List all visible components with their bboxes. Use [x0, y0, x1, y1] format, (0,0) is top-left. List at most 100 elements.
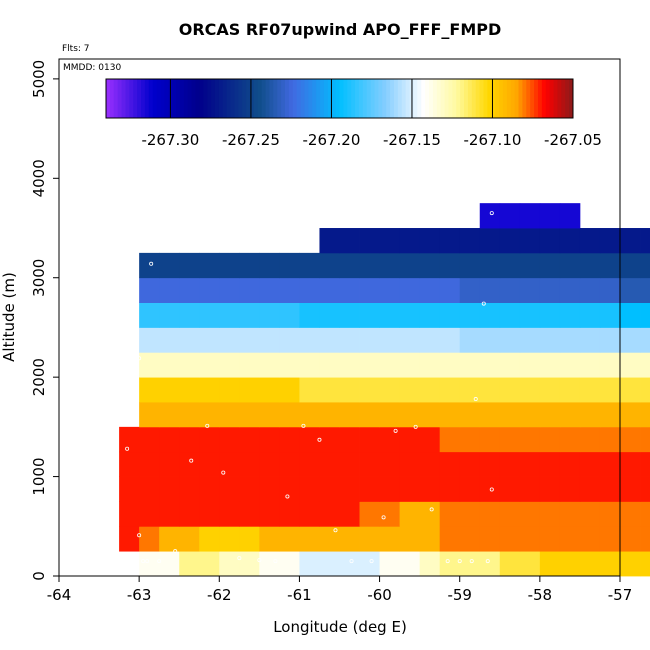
heatmap-cell [579, 352, 601, 378]
heatmap-cell [359, 476, 380, 502]
colorbar-segment [526, 79, 531, 118]
heatmap-cell [479, 551, 501, 577]
heatmap-cell [179, 402, 200, 428]
heatmap-cell [339, 302, 360, 328]
heatmap-cell [119, 501, 140, 527]
heatmap-cell [339, 352, 360, 378]
heatmap-cell [399, 551, 421, 577]
heatmap-cell [199, 277, 220, 303]
heatmap-cell [119, 426, 140, 453]
heatmap-cell [459, 451, 481, 477]
heatmap-cell [459, 426, 481, 453]
colorbar-segment [331, 79, 337, 118]
colorbar-segment [506, 79, 512, 118]
heatmap-cell [299, 302, 320, 328]
colorbar-segment [335, 79, 340, 118]
heatmap-cell [399, 476, 421, 502]
colorbar-segment [502, 79, 508, 118]
heatmap-cell [419, 526, 441, 552]
heatmap-cell [439, 501, 461, 527]
heatmap-cell [219, 551, 240, 577]
heatmap-cell [620, 252, 641, 279]
heatmap-cell [459, 476, 481, 502]
heatmap-cell [519, 327, 541, 353]
heatmap-cell [519, 302, 541, 328]
heatmap-cell [159, 551, 180, 577]
heatmap-cell [439, 451, 461, 477]
heatmap-cell [439, 252, 461, 279]
heatmap-cell [319, 526, 340, 552]
heatmap-cell [499, 302, 521, 328]
heatmap-cell [239, 426, 260, 453]
heatmap-cell [259, 476, 280, 502]
heatmap-cell [159, 426, 180, 453]
heatmap-cell [379, 352, 401, 378]
observation-point [429, 507, 434, 512]
heatmap-cell [159, 302, 180, 328]
observation-point [149, 261, 154, 266]
heatmap-cell [179, 327, 200, 353]
colorbar-segment [285, 79, 290, 118]
heatmap-cell [319, 352, 340, 378]
colorbar-segment [176, 79, 181, 118]
heatmap-cell [539, 203, 561, 229]
colorbar-segment [355, 79, 360, 118]
y-axis: 0 1000 2000 3000 4000 5000 [30, 60, 59, 581]
heatmap-cell [359, 352, 380, 378]
colorbar-segment [429, 79, 434, 118]
heatmap-cell [459, 277, 481, 303]
colorbar-segment [183, 79, 189, 118]
colorbar-segment [413, 79, 418, 118]
heatmap-cell [139, 277, 160, 303]
heatmap-cell [479, 228, 501, 254]
heatmap-cell [459, 352, 481, 378]
colorbar-segment [113, 79, 119, 118]
colorbar-segment [405, 79, 411, 118]
heatmap-cell [459, 302, 481, 328]
heatmap-cell [479, 426, 501, 453]
heatmap-cell [479, 377, 501, 403]
heatmap-cell [359, 377, 380, 403]
heatmap-cell [279, 327, 300, 353]
heatmap-cell [159, 451, 180, 477]
colorbar-segment [137, 79, 142, 118]
heatmap-cell [179, 352, 200, 378]
colorbar-segment [261, 79, 267, 118]
heatmap-cell [620, 228, 641, 254]
heatmap-cell [379, 277, 401, 303]
colorbar-segment [288, 79, 294, 118]
heatmap-cell [479, 302, 501, 328]
heatmap-cell [559, 203, 581, 229]
heatmap-cell [459, 501, 481, 527]
heatmap-cell [359, 302, 380, 328]
heatmap-cell [439, 476, 461, 502]
colorbar-segment [296, 79, 302, 118]
heatmap-cell [539, 451, 561, 477]
heatmap-cell [379, 302, 401, 328]
heatmap-cell [519, 451, 541, 477]
heatmap-cell [319, 252, 340, 279]
colorbar-segment [565, 79, 570, 118]
heatmap-cell [339, 526, 360, 552]
heatmap-cell [579, 451, 601, 477]
observation-point [285, 494, 290, 499]
heatmap-cell [339, 252, 360, 279]
heatmap-cell [479, 277, 501, 303]
heatmap-cell [620, 526, 641, 552]
heatmap-cell [279, 302, 300, 328]
heatmap-cell [539, 277, 561, 303]
y-axis-label: Altitude (m) [0, 272, 18, 362]
heatmap-cell [259, 551, 280, 577]
heatmap-cell [359, 551, 380, 577]
heatmap-cell [599, 228, 621, 254]
heatmap-cell [179, 426, 200, 453]
colorbar-segment [393, 79, 399, 118]
heatmap-cell [559, 327, 581, 353]
heatmap-cell [399, 228, 421, 254]
heatmap-cell [579, 302, 601, 328]
heatmap-cell [199, 377, 220, 403]
heatmap-cell [159, 252, 180, 279]
heatmap-cell [239, 302, 260, 328]
colorbar-segment [292, 79, 298, 118]
